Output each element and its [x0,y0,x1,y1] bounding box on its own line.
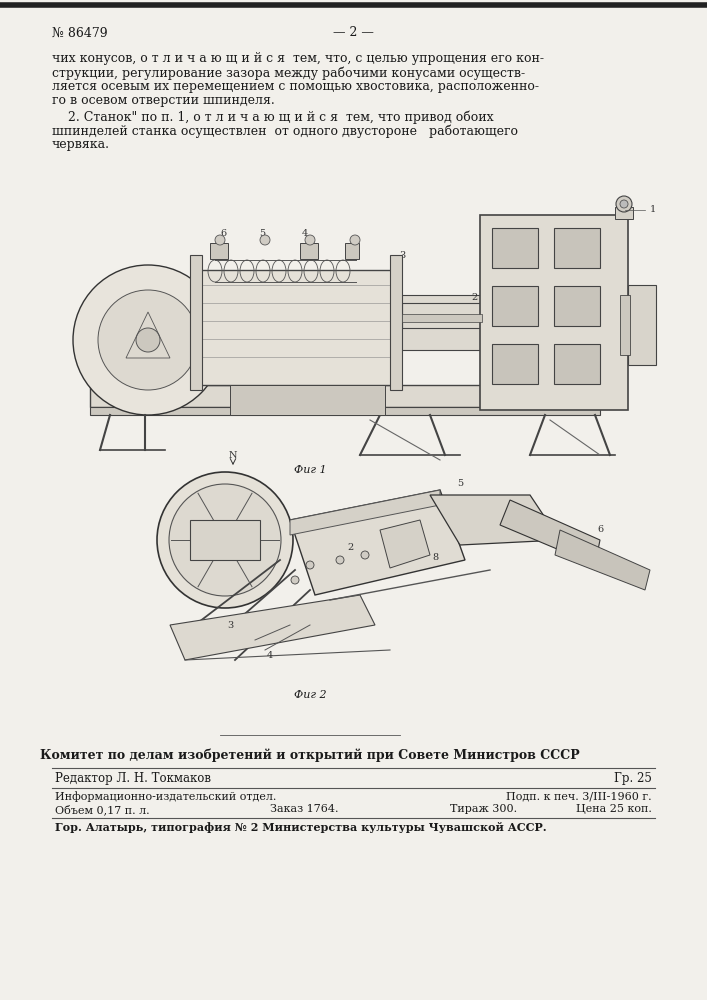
Text: 6: 6 [220,230,226,238]
Text: 8: 8 [432,554,438,562]
Text: 2: 2 [472,294,478,302]
Polygon shape [555,530,650,590]
Text: N: N [229,451,238,460]
Text: Тираж 300.: Тираж 300. [450,804,517,814]
Circle shape [215,235,225,245]
Bar [402,314,482,322]
Circle shape [350,235,360,245]
Text: 4: 4 [267,650,273,660]
Bar [480,215,628,410]
Text: чих конусов, о т л и ч а ю щ и й с я  тем, что, с целью упрощения его кон-: чих конусов, о т л и ч а ю щ и й с я тем… [52,52,544,65]
Circle shape [169,484,281,596]
Bar [615,207,633,219]
Text: — 2 —: — 2 — [332,26,373,39]
Text: Объем 0,17 п. л.: Объем 0,17 п. л. [55,804,150,815]
Bar [90,407,600,415]
Text: 4: 4 [302,230,308,238]
Circle shape [305,235,315,245]
Text: 3: 3 [399,250,405,259]
Text: Фиг 1: Фиг 1 [293,465,327,475]
Circle shape [157,472,293,608]
Circle shape [215,530,235,550]
Text: Заказ 1764.: Заказ 1764. [270,804,339,814]
Text: го в осевом отверстии шпинделя.: го в осевом отверстии шпинделя. [52,94,275,107]
Text: Гор. Алатырь, типография № 2 Министерства культуры Чувашской АССР.: Гор. Алатырь, типография № 2 Министерств… [55,822,547,833]
Circle shape [361,551,369,559]
Bar [390,255,402,390]
Bar [492,344,538,384]
Bar [230,385,385,415]
Text: струкции, регулирование зазора между рабочими конусами осуществ-: струкции, регулирование зазора между раб… [52,66,525,80]
Polygon shape [430,495,560,545]
Text: Фиг 2: Фиг 2 [293,690,327,700]
Polygon shape [500,500,600,565]
Text: 2. Станок" по п. 1, о т л и ч а ю щ и й с я  тем, что привод обоих: 2. Станок" по п. 1, о т л и ч а ю щ и й … [52,110,493,123]
Text: Редактор Л. Н. Токмаков: Редактор Л. Н. Токмаков [55,772,211,785]
Text: Информационно-издательский отдел.: Информационно-издательский отдел. [55,791,276,802]
Circle shape [260,235,270,245]
Text: Цена 25 коп.: Цена 25 коп. [576,804,652,814]
Bar [554,228,600,268]
Text: Гр. 25: Гр. 25 [614,772,652,785]
Text: 6: 6 [597,526,603,534]
Bar [620,295,630,355]
Bar [402,303,482,328]
Circle shape [616,196,632,212]
Polygon shape [290,490,440,535]
Bar [395,295,485,350]
Polygon shape [290,490,465,595]
Text: Подп. к печ. 3/III-1960 г.: Подп. к печ. 3/III-1960 г. [506,791,652,801]
Bar [554,344,600,384]
Text: 2: 2 [347,544,353,552]
Text: № 86479: № 86479 [52,26,107,39]
Bar [554,286,600,326]
Text: 3: 3 [227,620,233,630]
Text: ляется осевым их перемещением с помощью хвостовика, расположенно-: ляется осевым их перемещением с помощью … [52,80,539,93]
Bar [210,243,228,259]
Bar [492,228,538,268]
Circle shape [73,265,223,415]
Circle shape [291,576,299,584]
Text: червяка.: червяка. [52,138,110,151]
Text: 1: 1 [650,206,656,215]
Bar [492,286,538,326]
Polygon shape [170,595,375,660]
Bar [190,520,260,560]
Text: шпинделей станка осуществлен  от одного двустороне   работающего: шпинделей станка осуществлен от одного д… [52,124,518,137]
Circle shape [620,200,628,208]
Circle shape [136,328,160,352]
Text: 5: 5 [457,479,463,488]
Circle shape [336,556,344,564]
Text: 5: 5 [259,230,265,238]
Bar [300,243,318,259]
Polygon shape [380,520,430,568]
Circle shape [306,561,314,569]
Bar [628,285,656,365]
Circle shape [98,290,198,390]
Bar [190,255,202,390]
Bar [345,243,359,259]
Text: Комитет по делам изобретений и открытий при Совете Министров СССР: Комитет по делам изобретений и открытий … [40,748,580,762]
Bar [90,385,600,407]
Bar [195,270,395,385]
